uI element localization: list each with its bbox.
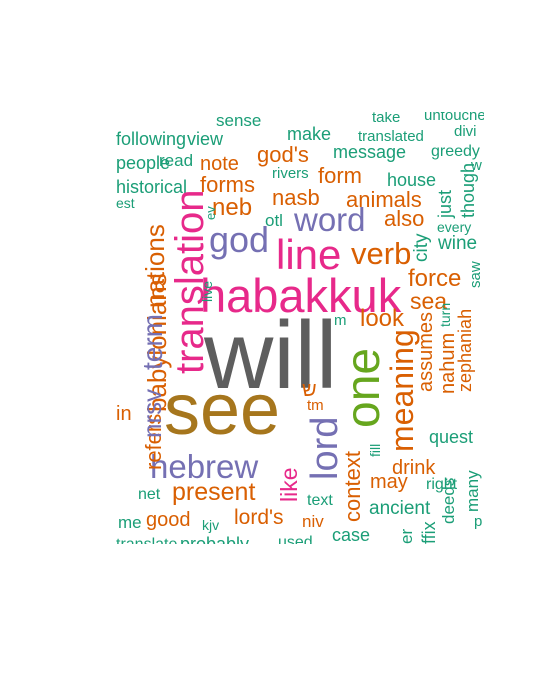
cloud-word: ש — [302, 379, 317, 401]
cloud-word: lord's — [234, 506, 284, 529]
cloud-word: case — [332, 525, 371, 544]
cloud-word: every — [437, 219, 472, 235]
cloud-word: deeds — [439, 477, 458, 524]
cloud-word: niv — [302, 512, 324, 531]
cloud-word: otl — [265, 211, 283, 230]
cloud-word: historical — [116, 177, 188, 197]
cloud-word: greedy — [431, 143, 480, 160]
cloud-word: god — [209, 219, 270, 260]
cloud-word: m — [334, 312, 347, 329]
cloud-word: fill — [367, 443, 383, 457]
cloud-word: view — [187, 129, 224, 149]
cloud-word: ancient — [369, 498, 431, 519]
cloud-word: divi — [454, 123, 477, 140]
cloud-word: probably — [180, 534, 250, 544]
cloud-word: net — [138, 486, 161, 503]
cloud-word: live — [199, 280, 215, 302]
cloud-word: quest — [429, 427, 474, 447]
cloud-word: look — [360, 305, 405, 332]
cloud-word: nations — [140, 224, 170, 308]
cloud-word: good — [146, 509, 191, 531]
cloud-word: sea — [410, 288, 448, 314]
cloud-word: nrsv — [137, 388, 167, 438]
cloud-word: may — [370, 471, 408, 493]
cloud-word: line — [276, 231, 342, 278]
cloud-word: text — [307, 492, 333, 509]
cloud-word: people — [116, 153, 171, 173]
cloud-word: also — [384, 206, 425, 231]
cloud-word: house — [387, 170, 437, 190]
cloud-word: message — [333, 142, 407, 162]
cloud-word: term — [137, 314, 168, 370]
cloud-word: present — [172, 478, 256, 506]
cloud-word: er — [397, 528, 416, 544]
cloud-word: untouched — [424, 112, 484, 124]
cloud-word: kjv — [202, 517, 220, 533]
cloud-word: many — [463, 470, 482, 512]
word-cloud: sense take untouched following view make… — [116, 112, 484, 544]
cloud-word: tm — [307, 397, 324, 414]
cloud-word: translated — [358, 128, 424, 145]
cloud-word: form — [318, 163, 362, 188]
cloud-word: drink — [392, 457, 436, 479]
cloud-word: wine — [438, 233, 478, 254]
cloud-word: following — [116, 129, 187, 149]
cloud-word: assumes — [415, 311, 437, 392]
cloud-word: will — [204, 302, 338, 409]
cloud-word: forms — [200, 172, 255, 197]
cloud-word: just — [435, 189, 455, 218]
cloud-word: habakkuk — [200, 269, 402, 322]
cloud-word: god's — [257, 142, 309, 167]
cloud-word: sense — [216, 112, 262, 130]
cloud-word: read — [159, 151, 194, 170]
cloud-word: w — [471, 157, 482, 174]
cloud-word: zephaniah — [455, 308, 475, 392]
cloud-word: est — [116, 195, 135, 211]
cloud-word: see — [164, 370, 281, 450]
cloud-word: used — [278, 534, 313, 545]
cloud-word: translate — [116, 537, 177, 545]
cloud-word: rivers — [272, 165, 309, 182]
cloud-word: nasb — [272, 185, 320, 210]
cloud-word: turn — [437, 302, 453, 327]
cloud-word: p — [474, 513, 483, 530]
cloud-word: in — [116, 403, 132, 425]
cloud-word: make — [287, 124, 332, 144]
cloud-word: verb — [351, 236, 412, 271]
cloud-word: context — [340, 451, 365, 522]
cloud-word: right — [426, 476, 458, 493]
cloud-word: word — [294, 201, 366, 238]
cloud-word: saw — [467, 261, 484, 288]
cloud-word: me — [118, 513, 142, 532]
cloud-word: force — [408, 265, 462, 292]
cloud-word: animals — [346, 187, 422, 212]
cloud-word: neb — [212, 194, 253, 221]
cloud-word: take — [372, 112, 401, 126]
cloud-word: ev — [203, 206, 218, 220]
cloud-word: meaning — [384, 329, 420, 452]
cloud-word: one — [337, 347, 390, 428]
cloud-word: hebrew — [150, 448, 259, 485]
cloud-word: like — [276, 467, 302, 502]
cloud-word: ffix — [419, 521, 439, 544]
cloud-word: note — [200, 153, 239, 175]
cloud-word: city — [411, 233, 432, 263]
